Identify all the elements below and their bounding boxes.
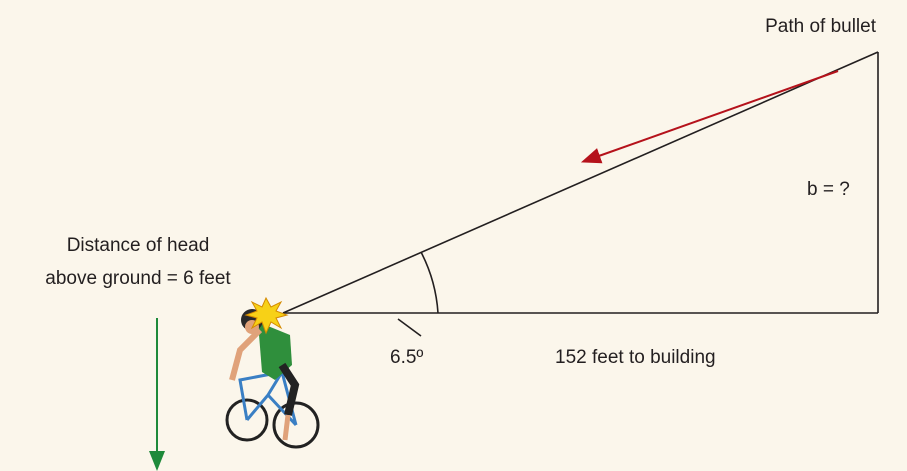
- b-label: b = ?: [807, 179, 850, 200]
- distance-label: above ground = 6 feet: [45, 268, 231, 289]
- base-label: 152 feet to building: [555, 347, 716, 368]
- impact-burst: [246, 298, 287, 333]
- angle-label: 6.5º: [390, 347, 423, 368]
- diagram: Path of bullet b = ? Distance of head ab…: [0, 0, 907, 471]
- distance-label: Distance of head: [67, 235, 210, 256]
- page: Path of bullet b = ? Distance of head ab…: [0, 0, 907, 471]
- path-label: Path of bullet: [765, 16, 877, 37]
